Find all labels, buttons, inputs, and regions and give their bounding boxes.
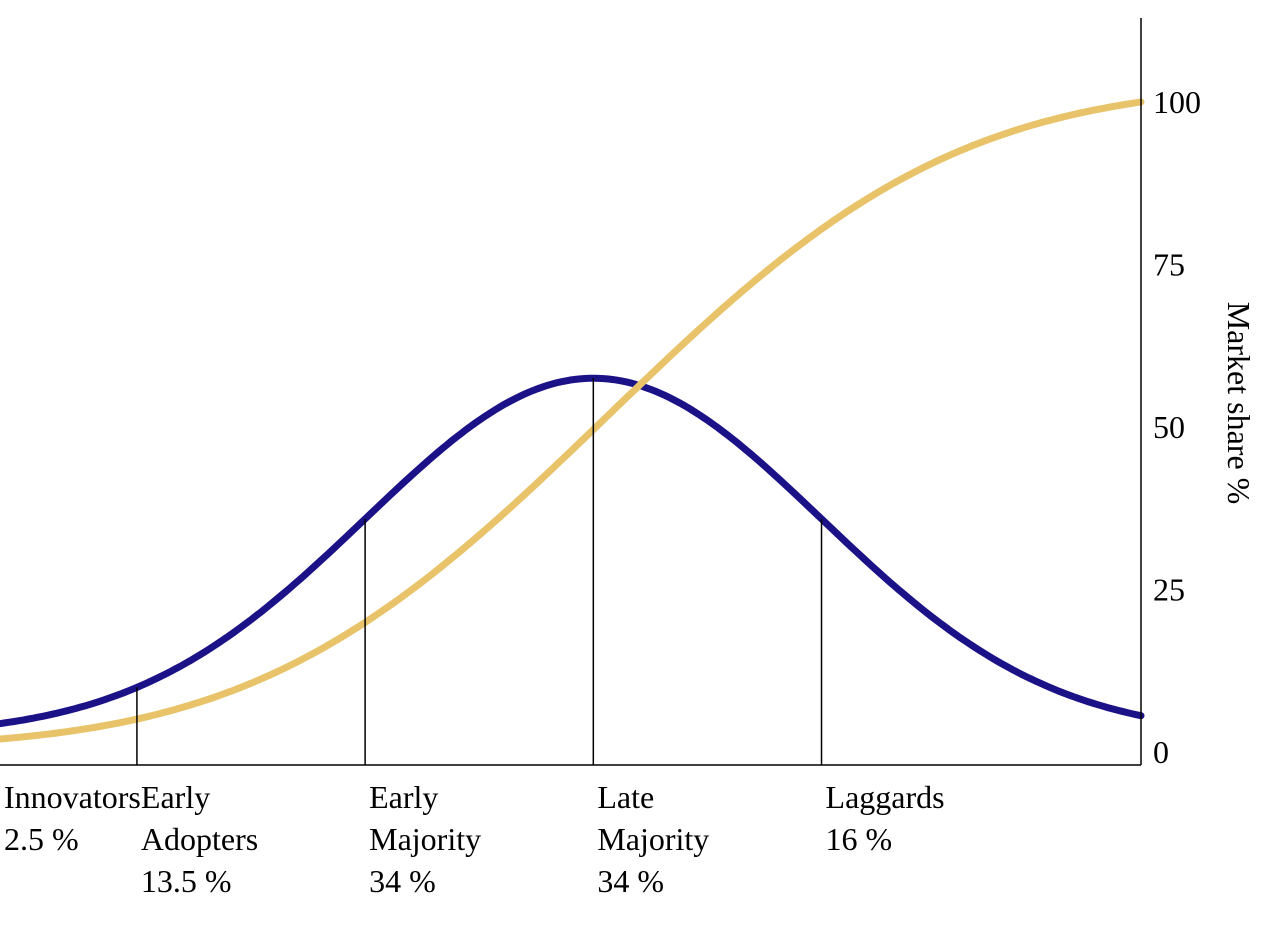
y-tick-label: 75 [1153,247,1185,283]
y-tick-label: 50 [1153,409,1185,445]
category-label-line: 34 % [369,863,436,899]
category-label-line: Laggards [826,779,945,815]
category-label-line: Early [141,779,210,815]
y-axis-title: Market share % [1221,302,1257,505]
category-label-line: Majority [369,821,481,857]
category-label-line: Late [597,779,654,815]
category-label-line: Early [369,779,438,815]
category-label-line: 13.5 % [141,863,232,899]
category-label-line: 2.5 % [4,821,79,857]
category-label: Innovators 2.5 % [4,779,141,857]
category-label-line: Innovators [4,779,141,815]
cumulative-market-share-curve [0,98,1145,743]
category-label: Laggards 16 % [826,779,945,857]
category-labels: Innovators 2.5 % Early Adopters 13.5 % Early M… [4,779,945,899]
y-tick-label: 0 [1153,734,1169,770]
y-tick-label: 100 [1153,84,1201,120]
category-label-line: 34 % [597,863,664,899]
y-tick-label: 25 [1153,572,1185,608]
segment-boundaries [136,378,823,765]
category-label-line: 16 % [826,821,893,857]
curves-group [0,98,1145,743]
category-label: Early Majority 34 % [369,779,481,899]
y-axis-ticks: 0 25 50 75 100 [1153,84,1201,770]
category-label-line: Adopters [141,821,258,857]
category-label-line: Majority [597,821,709,857]
category-label: Late Majority 34 % [597,779,709,899]
category-label: Early Adopters 13.5 % [141,779,258,899]
adoption-bell-curve [0,374,1145,728]
